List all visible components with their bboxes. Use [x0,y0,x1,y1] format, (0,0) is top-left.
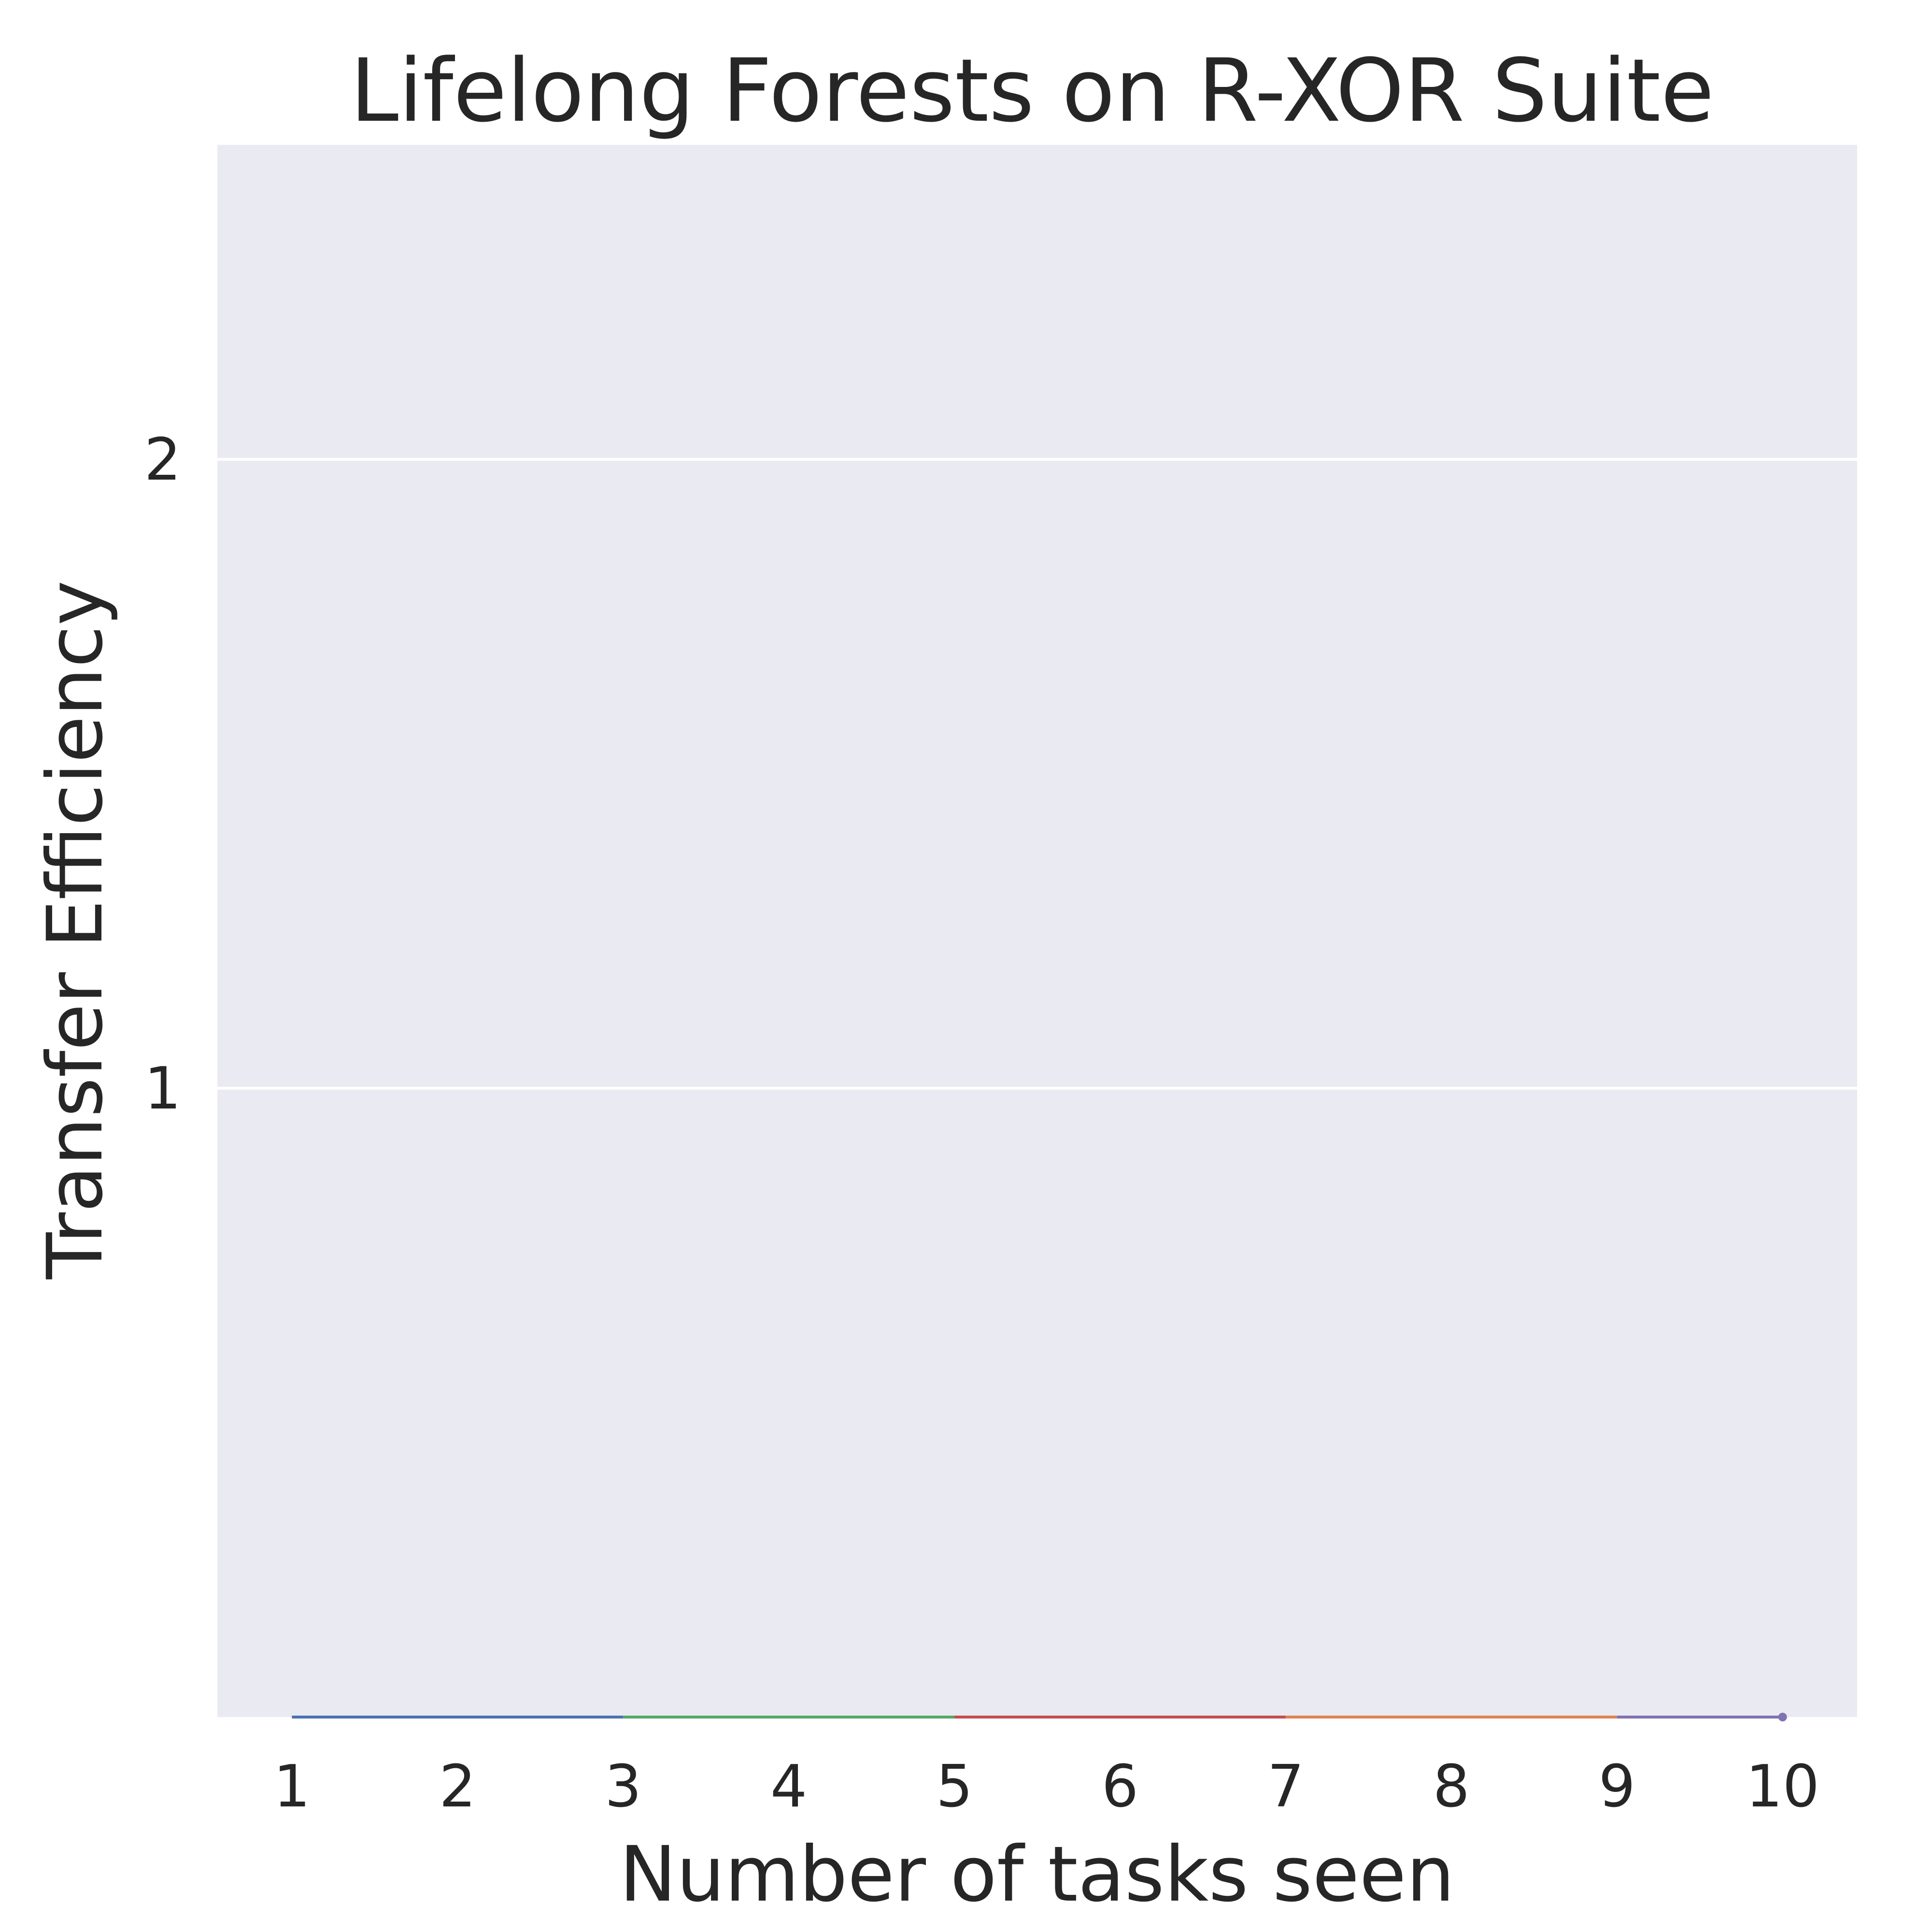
y-axis-ticks: 12 [144,426,181,1122]
x-axis-ticks: 1 2 3 4 5 6 7 8 9 10 [273,1753,1819,1820]
x-tick-label: 10 [1746,1753,1819,1820]
x-axis-label: Number of tasks seen [619,1830,1454,1919]
chart-title: Lifelong Forests on R-XOR Suite [350,41,1714,142]
y-tick-label: 2 [144,426,181,494]
x-tick-label: 6 [1102,1753,1138,1820]
x-tick-label: 8 [1433,1753,1470,1820]
y-axis-label: Transfer Efficiency [31,581,120,1280]
series-end-point [1778,1713,1787,1721]
x-tick-label: 5 [936,1753,973,1820]
x-tick-label: 3 [605,1753,641,1820]
grid-lines [217,458,1857,1090]
y-tick-label: 1 [144,1055,181,1122]
x-tick-label: 9 [1599,1753,1635,1820]
x-tick-label: 7 [1267,1753,1304,1820]
plot-area [217,145,1857,1717]
x-tick-label: 1 [273,1753,310,1820]
series-lines [292,1713,1787,1721]
x-tick-label: 4 [770,1753,807,1820]
x-tick-label: 2 [439,1753,476,1820]
